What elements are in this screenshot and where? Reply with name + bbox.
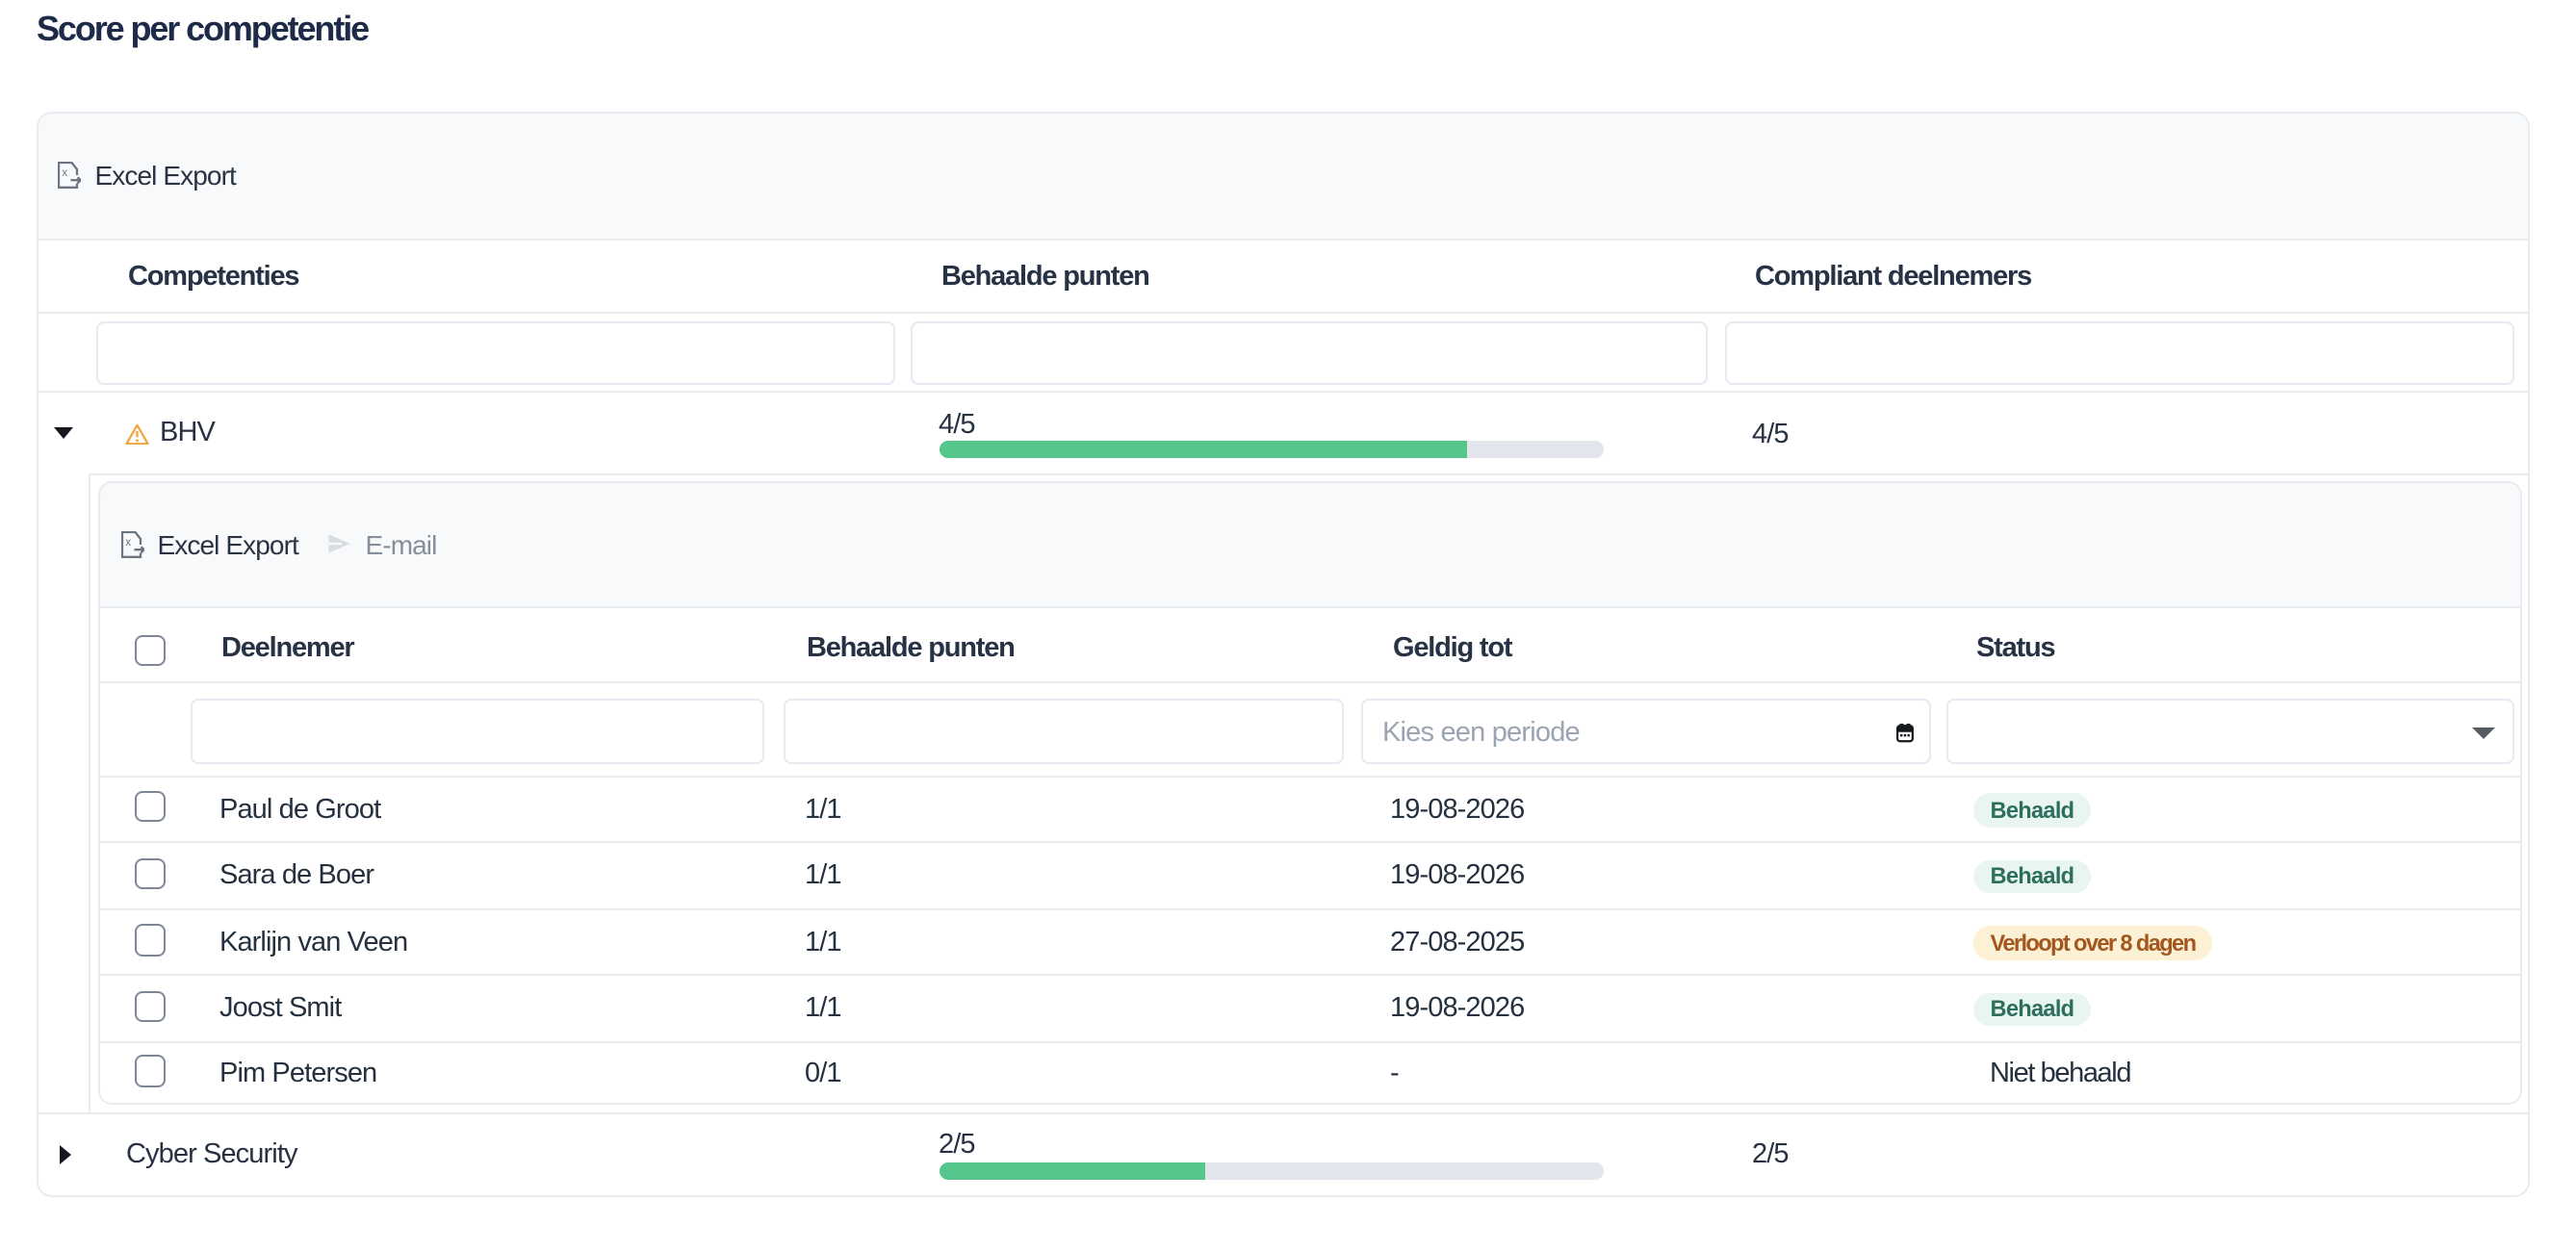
svg-text:x: x — [124, 537, 130, 549]
svg-text:x: x — [62, 167, 67, 179]
